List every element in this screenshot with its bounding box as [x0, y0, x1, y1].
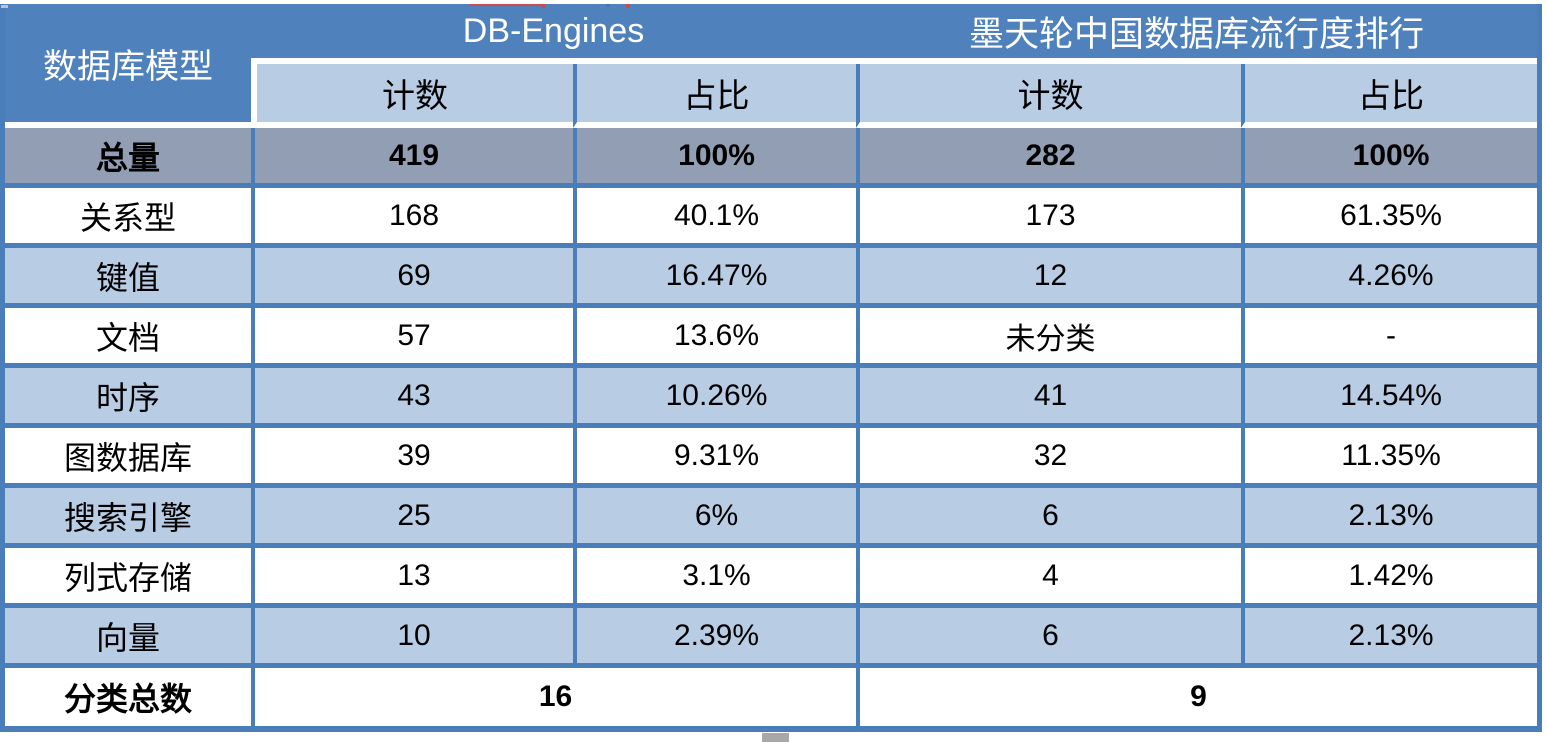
data-cell: 14.54%: [1241, 368, 1538, 428]
table-row-category-totals: 分类总数 16 9: [5, 668, 1538, 726]
subheader-dbengines-count: 计数: [251, 64, 573, 128]
data-cell: 1.42%: [1241, 548, 1538, 608]
data-cell: 13.6%: [573, 308, 857, 368]
row-label-cell: 图数据库: [5, 428, 251, 488]
subheader-modb-count: 计数: [856, 64, 1242, 128]
crop-artifact-blue-tick: [606, 4, 610, 7]
data-cell: 40.1%: [573, 188, 857, 248]
row-label-cell: 键值: [5, 248, 251, 308]
data-cell: 282: [856, 128, 1242, 188]
table-row-vector: 向量 10 2.39% 6 2.13%: [5, 608, 1538, 668]
data-cell: 10.26%: [573, 368, 857, 428]
data-cell: 6%: [573, 488, 857, 548]
data-cell: 69: [251, 248, 573, 308]
table-row-total: 总量 419 100% 282 100%: [5, 128, 1538, 188]
crop-artifact-gray: [1, 5, 8, 8]
table-row-relational: 关系型 168 40.1% 173 61.35%: [5, 188, 1538, 248]
database-model-comparison-table: 数据库模型 DB-Engines 墨天轮中国数据库流行度排行 计数 占比 计数 …: [0, 4, 1543, 732]
data-cell: 173: [856, 188, 1242, 248]
table-row-columnar: 列式存储 13 3.1% 4 1.42%: [5, 548, 1538, 608]
data-cell: 4: [856, 548, 1242, 608]
data-cell: 419: [251, 128, 573, 188]
data-cell: 41: [856, 368, 1242, 428]
footer-modb-total-cell: 9: [856, 668, 1538, 726]
data-cell: 168: [251, 188, 573, 248]
data-cell: 16.47%: [573, 248, 857, 308]
data-cell: 2.13%: [1241, 608, 1538, 668]
data-cell: 10: [251, 608, 573, 668]
data-cell: 43: [251, 368, 573, 428]
table-row-key-value: 键值 69 16.47% 12 4.26%: [5, 248, 1538, 308]
data-cell: 6: [856, 488, 1242, 548]
data-cell: 未分类: [856, 308, 1242, 368]
row-label-cell: 向量: [5, 608, 251, 668]
corner-header-cell: 数据库模型: [5, 4, 251, 128]
crop-artifact-red-tick: [542, 4, 546, 8]
data-cell: 100%: [573, 128, 857, 188]
sub-header-row: 计数 占比 计数 占比: [5, 64, 1538, 128]
row-label-cell: 文档: [5, 308, 251, 368]
data-cell: 2.39%: [573, 608, 857, 668]
row-label-cell: 关系型: [5, 188, 251, 248]
table-row-graph: 图数据库 39 9.31% 32 11.35%: [5, 428, 1538, 488]
group-header-db-engines: DB-Engines: [251, 4, 857, 64]
data-cell: 13: [251, 548, 573, 608]
row-label-cell: 总量: [5, 128, 251, 188]
data-cell: 61.35%: [1241, 188, 1538, 248]
row-label-cell: 分类总数: [5, 668, 251, 726]
crop-artifact-red-line: [470, 4, 544, 6]
data-cell: 39: [251, 428, 573, 488]
row-label-cell: 时序: [5, 368, 251, 428]
data-cell: 100%: [1241, 128, 1538, 188]
subheader-dbengines-share: 占比: [573, 64, 857, 128]
page: 数据库模型 DB-Engines 墨天轮中国数据库流行度排行 计数 占比 计数 …: [0, 4, 1547, 742]
footer-dbengines-total-cell: 16: [251, 668, 857, 726]
table-row-document: 文档 57 13.6% 未分类 -: [5, 308, 1538, 368]
data-cell: 6: [856, 608, 1242, 668]
data-cell: 3.1%: [573, 548, 857, 608]
crop-artifact-red-tick: [626, 4, 630, 8]
data-cell: -: [1241, 308, 1538, 368]
data-cell: 57: [251, 308, 573, 368]
data-cell: 11.35%: [1241, 428, 1538, 488]
header-group-row: 数据库模型 DB-Engines 墨天轮中国数据库流行度排行: [5, 4, 1538, 128]
row-label-cell: 搜索引擎: [5, 488, 251, 548]
data-cell: 2.13%: [1241, 488, 1538, 548]
row-label-cell: 列式存储: [5, 548, 251, 608]
subheader-modb-share: 占比: [1241, 64, 1538, 128]
data-cell: 9.31%: [573, 428, 857, 488]
group-header-modb-ranking: 墨天轮中国数据库流行度排行: [856, 4, 1538, 64]
table-row-search-engine: 搜索引擎 25 6% 6 2.13%: [5, 488, 1538, 548]
data-cell: 4.26%: [1241, 248, 1538, 308]
table-row-time-series: 时序 43 10.26% 41 14.54%: [5, 368, 1538, 428]
data-cell: 32: [856, 428, 1242, 488]
data-cell: 25: [251, 488, 573, 548]
data-cell: 12: [856, 248, 1242, 308]
